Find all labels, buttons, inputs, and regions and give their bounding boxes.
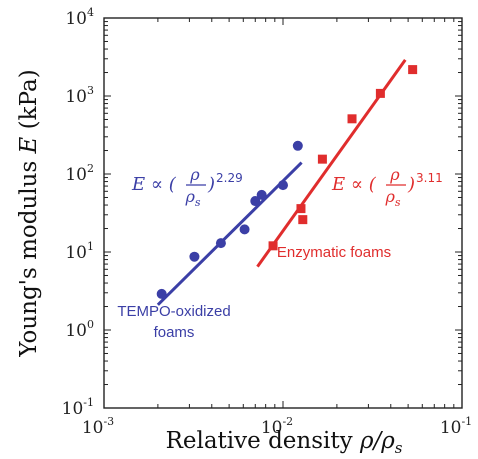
series-annotation: foams	[154, 324, 195, 341]
series-annotation: Enzymatic foams	[277, 244, 391, 261]
data-point	[375, 88, 385, 98]
y-tick-label: 101	[65, 240, 94, 263]
data-point	[298, 215, 308, 225]
y-tick-label: 10-1	[62, 396, 94, 419]
data-point	[239, 224, 250, 235]
equation-denominator: ρs	[184, 187, 200, 209]
x-tick-label: 10-1	[440, 415, 472, 438]
plot-frame	[103, 17, 463, 409]
fit-equation: E ∝ ( ρ ρs) 2.29	[131, 165, 243, 209]
data-point	[268, 241, 278, 251]
equation-exponent: 3.11	[416, 171, 443, 185]
data-point	[292, 140, 303, 151]
y-tick-label: 100	[65, 318, 94, 341]
fit-equation: E ∝ ( ρ ρs) 3.11	[331, 165, 443, 209]
series-annotation: TEMPO-oxidized	[117, 303, 230, 320]
data-point	[278, 180, 288, 191]
equation-numerator: ρ	[389, 165, 400, 184]
fit-line	[156, 161, 303, 306]
axis-ticks	[103, 18, 462, 409]
y-tick-label: 102	[65, 162, 94, 185]
data-point	[156, 288, 167, 299]
x-tick-label: 10-3	[82, 415, 114, 438]
equation-rhs: )	[407, 174, 415, 195]
data-point	[317, 154, 327, 164]
plot-area	[103, 17, 463, 409]
data-point	[189, 251, 200, 262]
equation-denominator: ρs	[384, 187, 400, 209]
data-layer	[156, 59, 418, 306]
text-layer: 10-3 10-2 10-1 10-1 100 101 102 103 104 Relative …	[16, 6, 472, 457]
y-tick-label: 104	[65, 6, 94, 29]
data-point	[408, 65, 418, 75]
equation-numerator: ρ	[189, 165, 200, 184]
data-point	[296, 204, 306, 214]
y-tick-label: 103	[65, 84, 94, 107]
data-point	[256, 189, 267, 200]
x-tick-label: 10-2	[261, 415, 293, 438]
y-axis-title: Young's modulus E (kPa)	[16, 69, 42, 357]
data-point	[250, 196, 261, 207]
equation-lhs: E ∝ (	[131, 174, 177, 195]
equation-exponent: 2.29	[216, 171, 243, 185]
equation-lhs: E ∝ (	[331, 174, 377, 195]
data-point	[347, 114, 357, 124]
equation-rhs: )	[207, 174, 215, 195]
x-axis-title: Relative density ρ/ρs	[166, 428, 403, 457]
data-point	[215, 238, 226, 249]
